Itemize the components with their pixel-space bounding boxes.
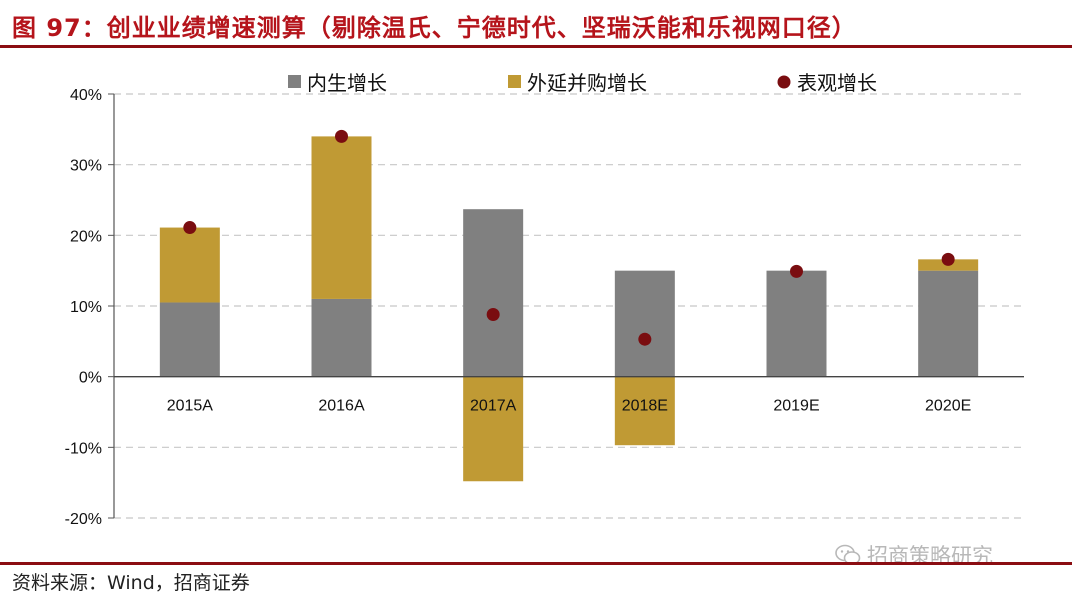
legend-swatch [288, 75, 301, 88]
bar-mna-2016A [311, 136, 372, 299]
legend-swatch [777, 75, 791, 89]
x-tick-label: 2017A [470, 398, 517, 415]
y-tick-label: 0% [79, 370, 102, 387]
bar-organic-2015A [159, 302, 220, 377]
y-tick-label: -10% [65, 440, 102, 457]
watermark-text: 招商策略研究 [867, 544, 993, 568]
figure-title: 图 97：创业业绩增速测算（剔除温氏、宁德时代、坚瑞沃能和乐视网口径） [12, 14, 857, 42]
x-tick-label: 2016A [318, 398, 365, 415]
footer-divider [0, 562, 1072, 565]
point-reported-2019E [790, 264, 803, 278]
legend-label: 内生增长 [307, 71, 387, 95]
title-divider [0, 45, 1072, 48]
source-note: 资料来源：Wind，招商证券 [12, 572, 250, 594]
bars [159, 136, 979, 482]
x-tick-label: 2020E [925, 398, 971, 415]
bar-mna-2017A [463, 376, 524, 482]
tick-labels: -20% -10% 0% 10% 20% 30% 40% 2015A 2016A 2017A 201… [65, 87, 972, 528]
x-tick-label: 2015A [167, 398, 214, 415]
bar-organic-2016A [311, 298, 372, 377]
watermark: 招商策略研究 [835, 540, 993, 570]
bar-organic-2017A [463, 209, 524, 377]
bar-organic-2020E [918, 270, 979, 377]
bar-organic-2018E [614, 270, 675, 377]
axes [108, 93, 115, 519]
legend-label: 表观增长 [797, 71, 877, 95]
x-tick-label: 2018E [622, 398, 668, 415]
wechat-icon [835, 544, 861, 565]
bar-mna-2018E [614, 376, 675, 446]
legend-swatch [508, 75, 521, 88]
y-tick-label: 20% [70, 228, 102, 245]
point-reported-2015A [183, 221, 197, 235]
grid-lines [114, 93, 1024, 519]
points [114, 129, 1024, 378]
y-tick-label: 10% [70, 299, 102, 316]
legend-label: 外延并购增长 [527, 71, 647, 95]
x-tick-label: 2019E [773, 398, 819, 415]
point-reported-2020E [941, 252, 955, 266]
point-reported-2017A [486, 307, 500, 321]
bar-mna-2015A [159, 227, 220, 303]
legend: 内生增长 外延并购增长 表观增长 [288, 71, 877, 95]
point-reported-2016A [335, 129, 348, 143]
y-tick-label: 30% [70, 158, 102, 175]
bar-organic-2019E [766, 270, 827, 377]
y-tick-label: -20% [65, 511, 102, 528]
y-tick-label: 40% [70, 87, 102, 104]
point-reported-2018E [638, 332, 652, 346]
chart: -20% -10% 0% 10% 20% 30% 40% 2015A 2016A 2017A 201… [65, 71, 1024, 528]
